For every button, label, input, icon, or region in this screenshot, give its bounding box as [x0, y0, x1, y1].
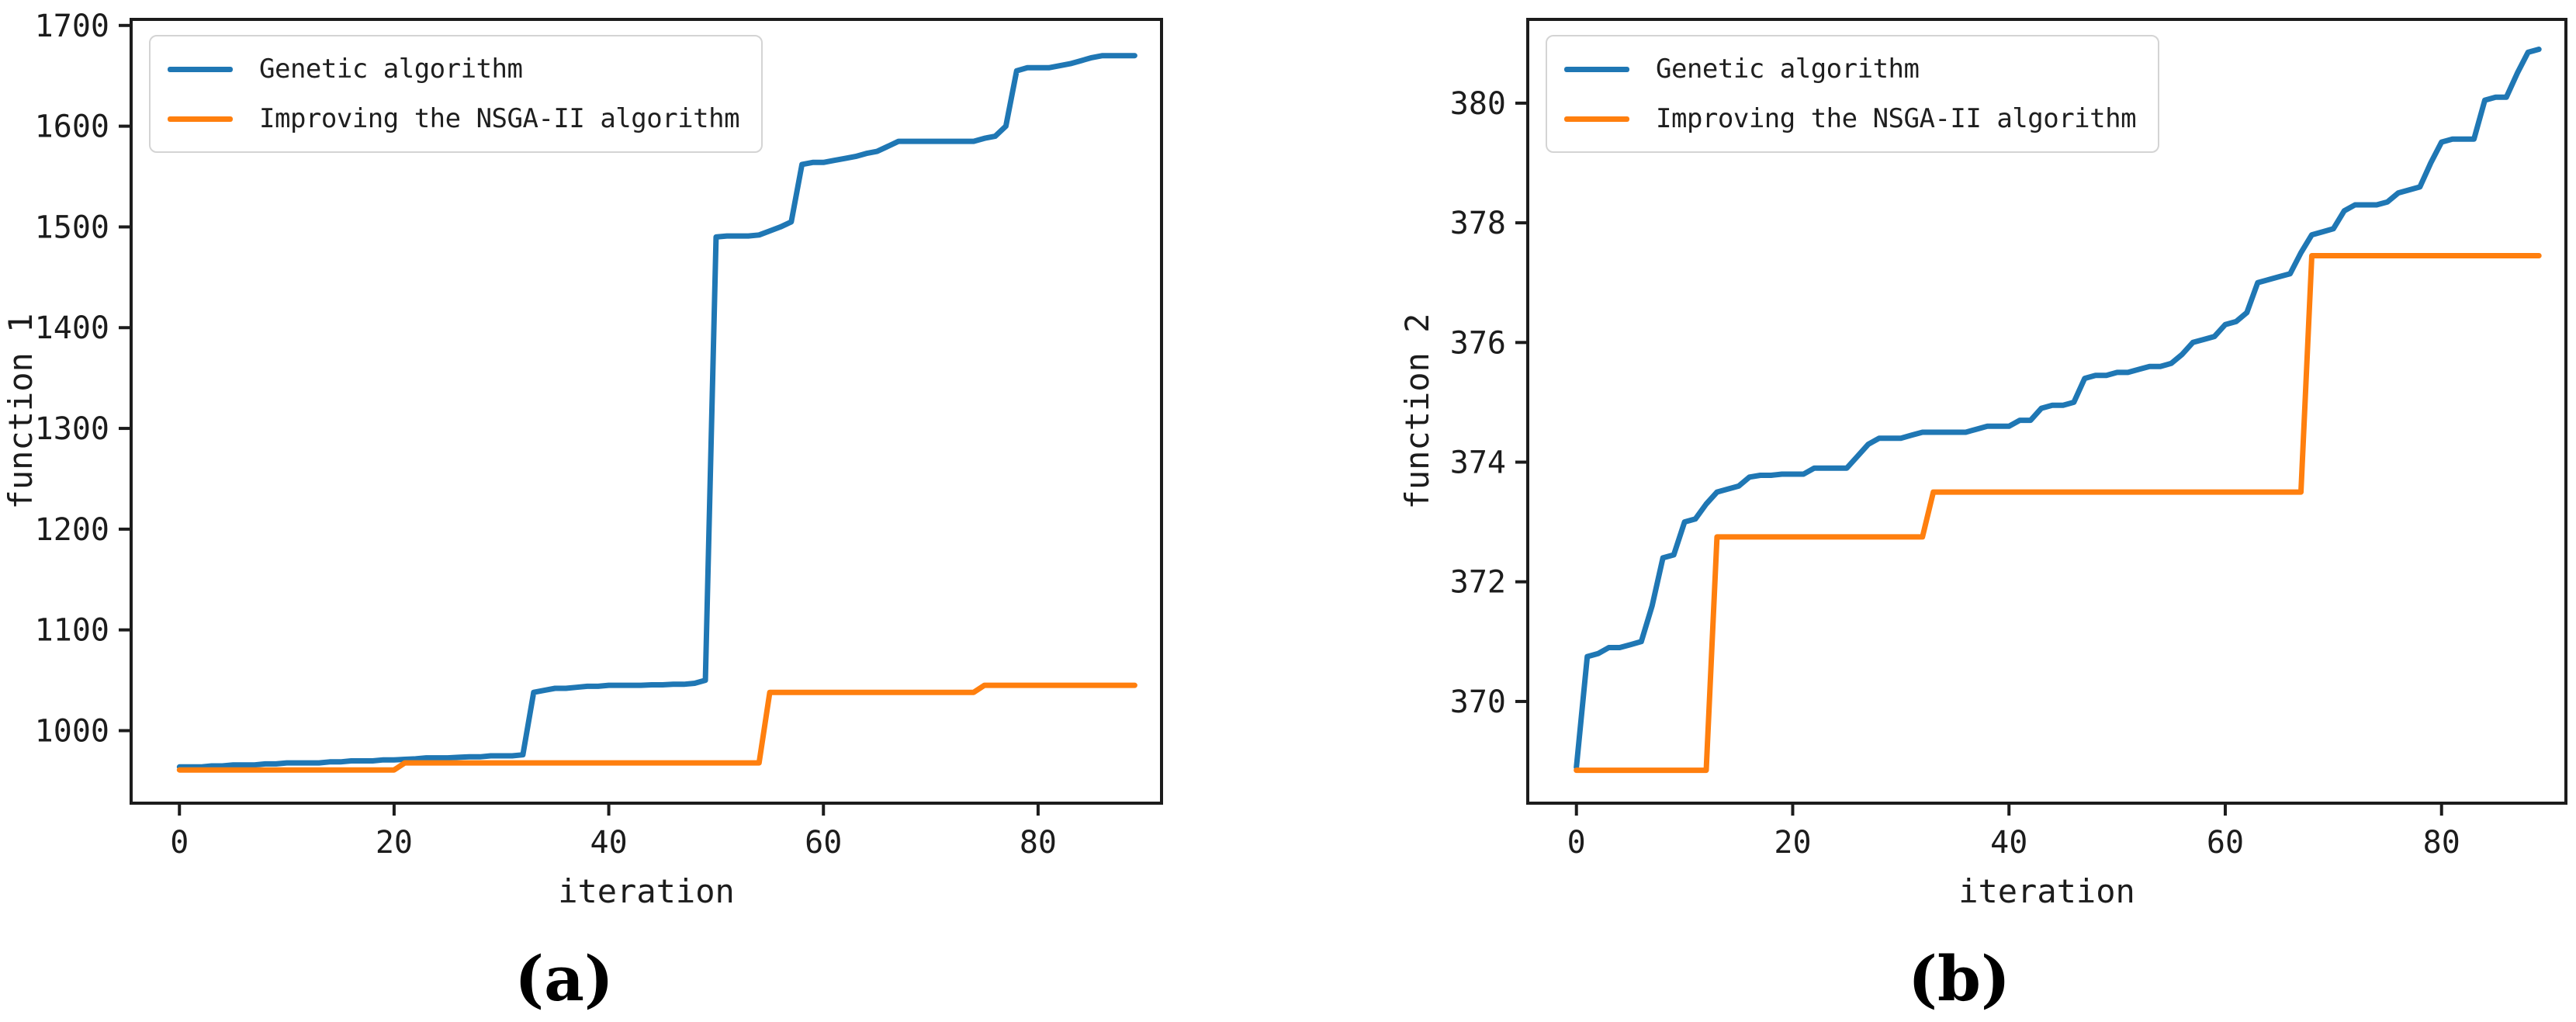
plot-border-b	[1526, 18, 2567, 805]
legend-entry: Improving the NSGA-II algorithm	[1564, 99, 2137, 139]
legend-label: Improving the NSGA-II algorithm	[259, 103, 740, 134]
y-tick-label: 1700	[35, 9, 109, 44]
y-tick-label: 370	[1450, 684, 1506, 720]
y-axis-label-a: function 1	[2, 314, 40, 510]
legend-line-sample-blue	[168, 66, 233, 72]
x-tick-label: 20	[1774, 825, 1811, 861]
x-tick-label: 60	[805, 825, 842, 861]
y-tick-label: 1300	[35, 411, 109, 447]
x-tick-label: 40	[1990, 825, 2027, 861]
y-tick-label: 374	[1450, 445, 1506, 481]
plot-border-a	[130, 18, 1163, 805]
y-tick-label: 1600	[35, 109, 109, 145]
subfigure-caption-a: (a)	[514, 942, 614, 1015]
legend-entry: Genetic algorithm	[1564, 49, 2136, 89]
y-axis-label-b: function 2	[1398, 314, 1436, 510]
x-axis-label-a: iteration	[558, 872, 735, 910]
x-tick-label: 0	[170, 825, 189, 861]
x-tick-label: 20	[376, 825, 413, 861]
y-tick-label: 378	[1450, 206, 1506, 241]
line-genetic-algorithm	[176, 53, 1137, 770]
x-tick-label: 0	[1567, 825, 1586, 861]
legend-label: Genetic algorithm	[1656, 54, 1920, 85]
x-tick-label: 60	[2207, 825, 2244, 861]
legend-entry: Genetic algorithm	[168, 49, 739, 89]
x-axis-label-b: iteration	[1958, 872, 2135, 910]
x-tick-label: 80	[2423, 825, 2460, 861]
y-tick-label: 1200	[35, 512, 109, 548]
y-tick-label: 1000	[35, 714, 109, 750]
legend-line-sample-blue	[1564, 66, 1629, 72]
legend-line-sample-orange	[168, 116, 233, 122]
line-improving-the-nsga-ii-algorithm	[176, 682, 1137, 773]
y-tick-label: 380	[1450, 86, 1506, 122]
legend-line-sample-orange	[1564, 116, 1629, 122]
legend-chart-b: Genetic algorithm Improving the NSGA-II …	[1546, 35, 2160, 153]
y-tick-label: 1400	[35, 310, 109, 346]
legend-entry: Improving the NSGA-II algorithm	[168, 99, 740, 139]
legend-chart-a: Genetic algorithm Improving the NSGA-II …	[149, 35, 763, 153]
line-improving-the-nsga-ii-algorithm	[1574, 253, 2542, 774]
y-tick-label: 372	[1450, 565, 1506, 601]
y-tick-label: 1100	[35, 613, 109, 649]
x-tick-label: 80	[1020, 825, 1057, 861]
legend-label: Improving the NSGA-II algorithm	[1656, 103, 2137, 134]
subfigure-caption-b: (b)	[1908, 942, 2010, 1015]
legend-label: Genetic algorithm	[259, 54, 523, 85]
x-tick-label: 40	[590, 825, 627, 861]
y-tick-label: 376	[1450, 325, 1506, 361]
y-tick-label: 1500	[35, 210, 109, 245]
line-genetic-algorithm	[1574, 47, 2542, 771]
